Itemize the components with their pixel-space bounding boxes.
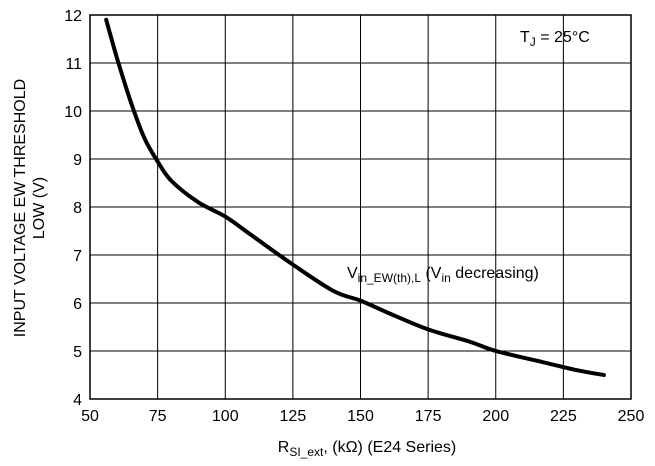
y-tick-labels: 4 5 6 7 8 9 10 11 12 — [64, 8, 82, 409]
y-tick-label-12: 12 — [64, 8, 82, 25]
x-tick-label-75: 75 — [149, 408, 167, 425]
y-tick-label-11: 11 — [65, 56, 82, 73]
x-tick-labels: 50 75 100 125 150 175 200 225 250 — [81, 408, 644, 425]
curve-label-s2: in — [441, 271, 450, 285]
y-tick-label-10: 10 — [64, 104, 82, 121]
curve-label-p1: V — [347, 265, 358, 282]
x-tick-label-150: 150 — [347, 408, 374, 425]
y-axis-label: INPUT VOLTAGE EW THRESHOLD LOW (V) — [12, 79, 48, 337]
y-tick-label-4: 4 — [73, 392, 82, 409]
curve-label-p2: (V — [421, 265, 442, 282]
y-axis-label-line1: INPUT VOLTAGE EW THRESHOLD — [12, 79, 29, 337]
x-axis-label-main: R — [278, 439, 290, 456]
temperature-main: T — [520, 29, 530, 46]
series-curve — [106, 20, 604, 375]
y-tick-label-7: 7 — [73, 248, 82, 265]
y-tick-label-9: 9 — [73, 152, 82, 169]
grid — [90, 15, 631, 399]
y-tick-label-5: 5 — [73, 344, 82, 361]
x-tick-label-225: 225 — [550, 408, 577, 425]
x-axis-label-rest: , (kΩ) (E24 Series) — [323, 439, 456, 456]
curve-label-s1: in_EW(th),L — [358, 271, 422, 285]
x-tick-label-175: 175 — [415, 408, 442, 425]
curve-label-p3: decreasing) — [451, 265, 539, 282]
curve-annotation: Vin_EW(th),L (Vin decreasing) — [347, 265, 539, 285]
x-tick-label-200: 200 — [482, 408, 509, 425]
y-tick-label-6: 6 — [73, 296, 82, 313]
temperature-annotation: TJ = 25°C — [520, 29, 590, 49]
y-tick-label-8: 8 — [73, 200, 82, 217]
x-tick-label-100: 100 — [212, 408, 239, 425]
y-axis-label-line2: LOW (V) — [31, 177, 48, 239]
x-tick-label-125: 125 — [280, 408, 307, 425]
temperature-rest: = 25°C — [536, 29, 590, 46]
x-tick-label-250: 250 — [618, 408, 645, 425]
x-axis-label-sub: SI_ext — [289, 445, 324, 459]
x-tick-label-50: 50 — [81, 408, 99, 425]
x-axis-label: RSI_ext, (kΩ) (E24 Series) — [278, 439, 456, 459]
